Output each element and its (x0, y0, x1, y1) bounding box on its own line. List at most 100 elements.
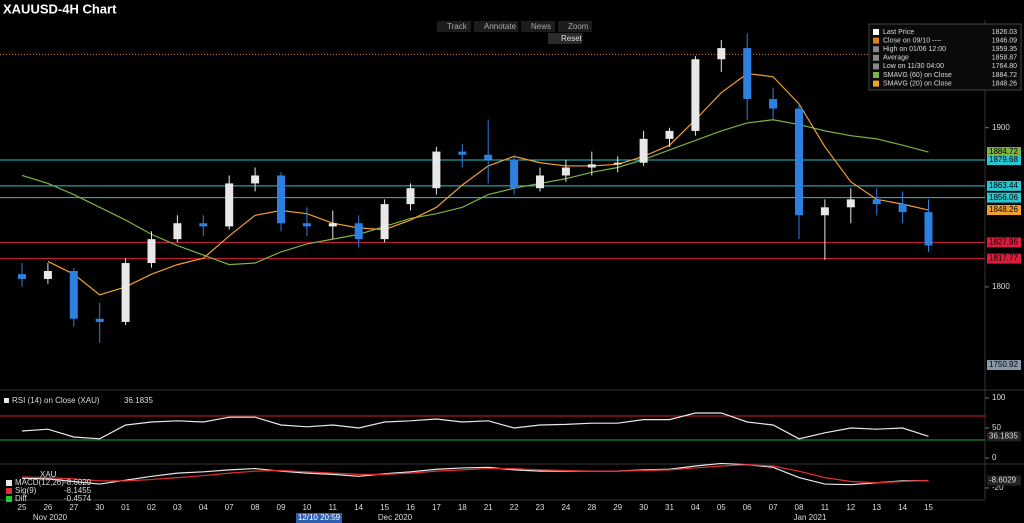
price-tag-label: 1817.77 (989, 254, 1018, 263)
x-tick-label: 31 (665, 503, 674, 512)
legend-label: Low on 11/30 04:00 (883, 63, 944, 70)
toolbar-button[interactable] (474, 21, 518, 32)
candle-body (277, 175, 285, 224)
x-tick-label: 21 (484, 503, 493, 512)
candle-body (924, 212, 933, 246)
legend-swatch (873, 29, 879, 35)
x-tick-label: 09 (277, 503, 286, 512)
toolbar-button[interactable] (558, 21, 592, 32)
price-tag (987, 192, 1021, 203)
price-tag (987, 253, 1021, 264)
legend-value: 1848.26 (992, 80, 1017, 87)
rsi-swatch (4, 398, 9, 403)
rsi-tag-label: 36.1835 (989, 431, 1018, 440)
candle-body (769, 99, 778, 109)
x-tick-label: 08 (795, 503, 804, 512)
legend-swatch (873, 46, 879, 53)
price-tag (987, 205, 1021, 216)
price-tag (987, 360, 1021, 371)
cursor-label: 12/10 20:59 (298, 513, 341, 522)
candle-body (225, 183, 234, 227)
x-tick-label: 26 (43, 503, 52, 512)
legend-box (868, 23, 1022, 91)
candle-body (898, 204, 907, 213)
price-tag-label: 1750.92 (989, 360, 1018, 369)
x-tick-label: 05 (717, 503, 726, 512)
x-tick-label: 27 (69, 503, 78, 512)
candle-body (536, 175, 544, 189)
x-tick-label: 15 (380, 503, 389, 512)
macd-line (21, 464, 929, 484)
x-tick-label: 13 (872, 503, 881, 512)
toolbar-label[interactable]: Annotate (484, 22, 517, 31)
price-tag (987, 180, 1021, 191)
macd-value: -8.1455 (64, 486, 92, 495)
candle-body (561, 167, 570, 176)
x-tick-label: 22 (510, 503, 519, 512)
price-tag-label: 1856.06 (989, 193, 1018, 202)
legend-label: SMAVG (20) on Close (883, 80, 952, 87)
macd-swatch (6, 480, 12, 486)
toolbar-label[interactable]: Zoom (568, 22, 589, 31)
x-tick-label: 06 (743, 503, 752, 512)
candle-body (587, 164, 596, 168)
x-tick-label: 03 (173, 503, 182, 512)
price-tag (987, 155, 1021, 166)
legend-label: Average (883, 55, 909, 62)
x-tick-label: 08 (251, 503, 260, 512)
diff-name: Diff (15, 494, 28, 503)
candle-body (147, 239, 156, 264)
candle-body (691, 59, 700, 131)
macd-title: XAU (40, 470, 57, 479)
x-tick-label: 07 (225, 503, 234, 512)
toolbar-label[interactable]: News (531, 22, 551, 31)
x-tick-label: 30 (639, 503, 648, 512)
y-tick-label: 1800 (992, 282, 1010, 291)
toolbar-label[interactable]: Track (447, 22, 468, 31)
toolbar-button[interactable] (521, 21, 555, 32)
rsi-line (21, 412, 929, 440)
candle-body (302, 223, 311, 227)
y-tick-label: 100 (992, 393, 1006, 402)
x-tick-label: 15 (924, 503, 933, 512)
x-tick-label: 17 (432, 503, 441, 512)
toolbar-button[interactable] (437, 21, 471, 32)
macd-line (21, 462, 929, 486)
candle-body (743, 48, 752, 100)
x-tick-label: 18 (458, 503, 467, 512)
legend-label: High on 01/06 12:00 (883, 46, 946, 53)
legend-label: Close on 09/10 ---- (883, 37, 942, 44)
x-tick-label: 10 (302, 503, 311, 512)
x-tick-label: 07 (769, 503, 778, 512)
reset-label[interactable]: Reset (561, 34, 583, 43)
candle-body (251, 175, 260, 184)
legend-swatch (873, 63, 879, 70)
candle-body (665, 130, 674, 139)
candle-body (639, 138, 648, 163)
y-tick-label: 50 (992, 423, 1001, 432)
candle-body (820, 207, 829, 216)
x-tick-label: 14 (354, 503, 363, 512)
x-tick-label: 04 (199, 503, 208, 512)
legend-value: 1959.35 (992, 46, 1017, 53)
cursor-box (296, 513, 342, 523)
reset-button[interactable] (548, 33, 582, 44)
y-tick-label: 0 (992, 453, 997, 462)
candle-body (199, 223, 208, 227)
legend-swatch (873, 72, 879, 78)
month-label: Nov 2020 (33, 513, 68, 522)
candle-body (510, 159, 519, 189)
candle-body (18, 274, 26, 279)
diff-swatch (6, 496, 12, 502)
legend-label: Last Price (883, 29, 914, 36)
y-tick-label: 1900 (992, 123, 1010, 132)
candle-body (354, 223, 363, 240)
price-tag-label: 1848.26 (989, 205, 1018, 214)
price-tag-label: 1879.68 (989, 155, 1018, 164)
x-tick-label: 14 (898, 503, 907, 512)
macd-value: -8.6029 (64, 478, 92, 487)
candle-body (95, 318, 104, 322)
macd-tag-label: -8.6029 (989, 476, 1017, 485)
price-tag-label: 1827.95 (989, 238, 1018, 247)
